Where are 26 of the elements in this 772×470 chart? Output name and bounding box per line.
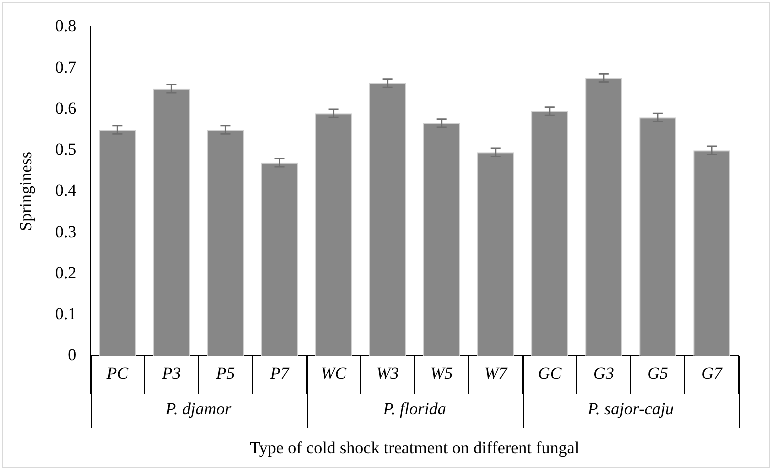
y-tick-label: 0.2 (55, 263, 77, 282)
x-tick-label: G3 (594, 364, 614, 383)
y-tick-label: 0.8 (55, 16, 77, 36)
y-tick-label: 0.6 (55, 98, 77, 118)
y-tick-label: 0 (68, 346, 77, 365)
x-tick-label: P7 (269, 364, 291, 383)
y-tick-label: 0.5 (55, 140, 77, 160)
y-tick-label: 0.7 (55, 58, 78, 77)
x-tick-label: W5 (430, 364, 454, 383)
x-tick-label: P5 (215, 364, 236, 383)
x-axis-title: Type of cold shock treatment on different fungal (250, 438, 580, 458)
text: P. sajor-caju (586, 400, 674, 419)
x-tick-label: G5 (648, 364, 668, 383)
x-tick-label: W7 (484, 364, 509, 383)
x-tick-label: G7 (702, 364, 724, 383)
x-tick-label: GC (538, 364, 562, 383)
x-tick-label: P3 (161, 364, 182, 383)
text: P. florida (382, 400, 446, 419)
x-tick-label: W3 (376, 364, 400, 383)
y-tick-label: 0.1 (55, 304, 77, 324)
x-tick-label: WC (321, 364, 348, 383)
y-axis-title: Springiness (16, 152, 36, 232)
x-tick-label: PC (106, 364, 130, 383)
y-tick-label: 0.4 (55, 181, 78, 200)
y-tick-label: 0.3 (55, 222, 77, 242)
text: P. djamor (164, 400, 232, 419)
